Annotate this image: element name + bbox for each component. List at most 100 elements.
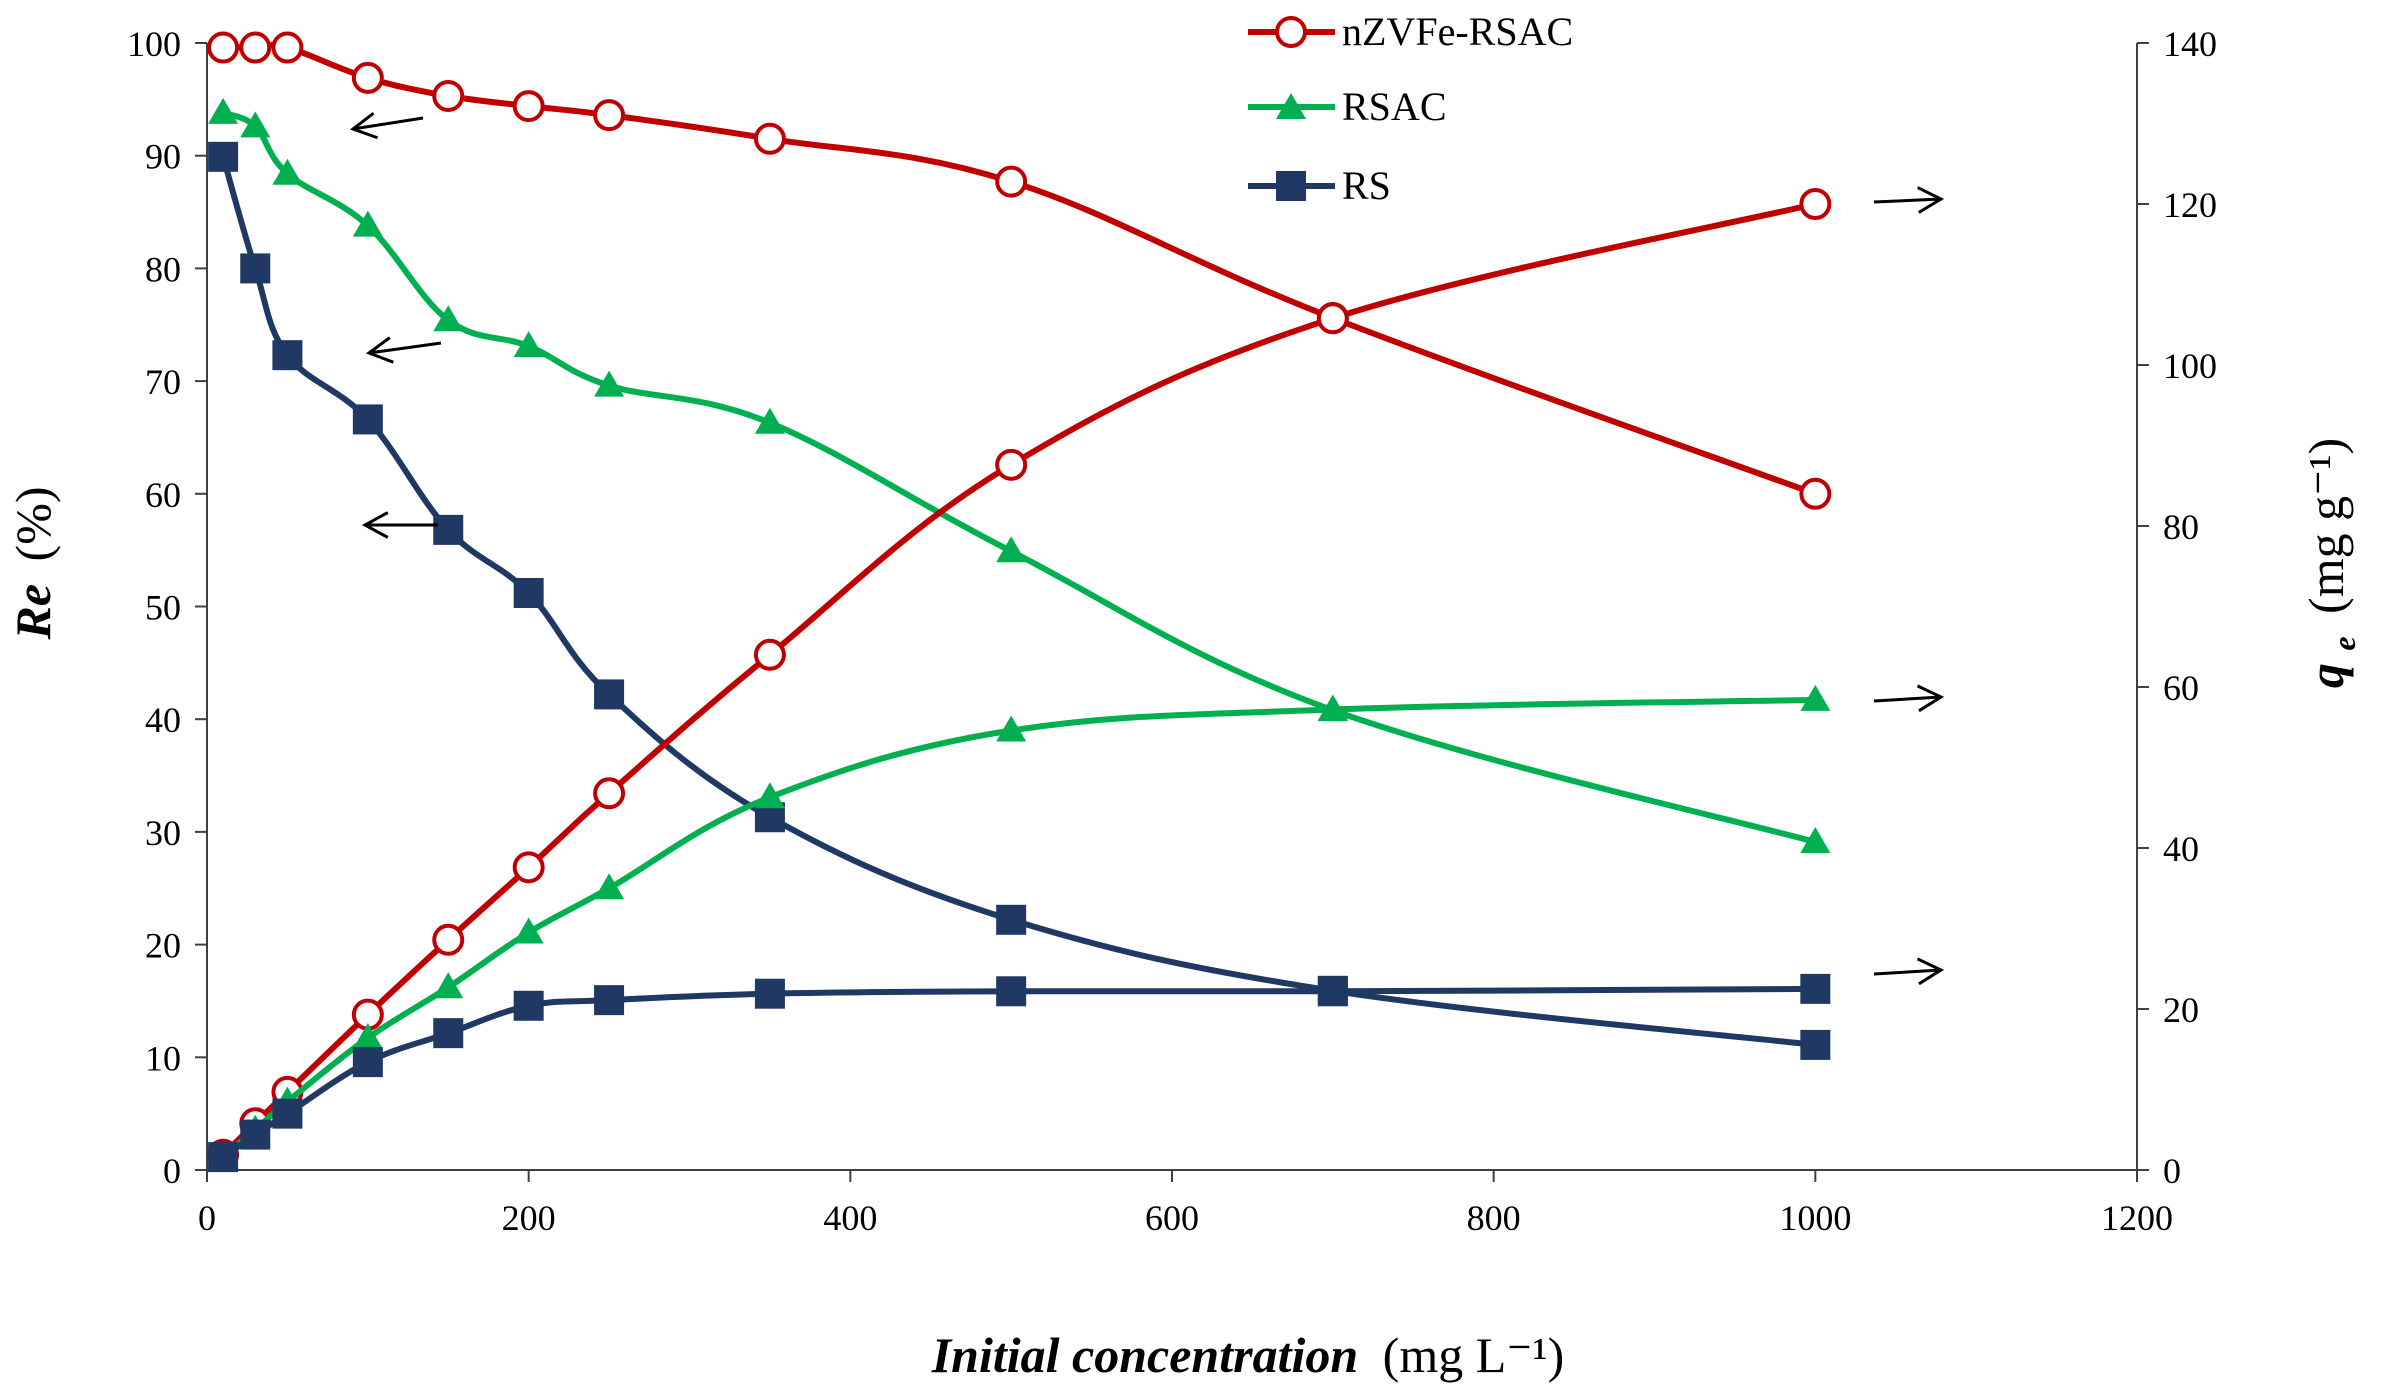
- y-left-tick-label: 80: [145, 249, 181, 289]
- arrow-right-nzvfe-rsac-shaft: [1873, 197, 1942, 204]
- arrow-right-rsac: [1873, 684, 1945, 713]
- x-tick-label: 600: [1145, 1198, 1199, 1238]
- data-point-rsac-re: [352, 210, 383, 237]
- data-point-rsac-re: [996, 536, 1027, 563]
- data-point-nzvfe-rsac-qe: [1799, 188, 1832, 220]
- y-right-tick-label: 140: [2163, 24, 2217, 64]
- y-axis-left-title-unit: (%): [5, 487, 61, 562]
- y-right-tick-label: 80: [2163, 507, 2199, 547]
- data-point-nzvfe-rsac-re: [432, 79, 465, 112]
- annotations: [349, 111, 1945, 986]
- y-axis-right-title-sub: e: [2326, 636, 2362, 650]
- x-axis-title-main: Initial concentration: [931, 1327, 1358, 1383]
- y-right-tick-label: 120: [2163, 185, 2217, 225]
- data-point-rsac-qe: [352, 1022, 383, 1049]
- series-rs-re: [208, 141, 1831, 1060]
- data-point-nzvfe-rsac-re: [512, 90, 545, 123]
- data-point-rs-re: [272, 340, 303, 371]
- x-tick-label: 0: [198, 1198, 216, 1238]
- arrow-left-rsac: [365, 336, 442, 364]
- legend-marker-rsac: [1276, 93, 1306, 119]
- data-point-rs-re: [996, 904, 1027, 935]
- data-point-rsac-re: [208, 97, 239, 124]
- data-point-rsac-qe: [754, 782, 785, 809]
- legend-marker-rs: [1276, 171, 1306, 201]
- y-right-tick-label: 100: [2163, 346, 2217, 386]
- series-line-nzvfe-rsac-qe: [221, 201, 1816, 1157]
- data-point-rs-re: [513, 577, 544, 608]
- y-left-tick-label: 50: [145, 588, 181, 628]
- legend: nZVFe-RSAC RSAC RS: [1248, 9, 1573, 208]
- x-tick-label: 1000: [1779, 1198, 1851, 1238]
- x-tick-label: 800: [1467, 1198, 1521, 1238]
- y-left-tick-label: 100: [127, 24, 181, 64]
- arrow-left-rs: [361, 511, 438, 539]
- data-point-rs-qe: [352, 1047, 383, 1078]
- data-point-rs-qe: [594, 985, 625, 1016]
- data-point-rsac-qe: [1800, 684, 1831, 711]
- data-point-rsac-qe: [513, 917, 544, 944]
- data-point-rs-qe: [272, 1098, 303, 1129]
- y-left-tick-label: 0: [163, 1151, 181, 1191]
- y-axis-right-title-main: q: [2298, 663, 2354, 688]
- series-line-nzvfe-rsac-re: [223, 42, 1817, 497]
- data-point-nzvfe-rsac-re: [207, 31, 240, 64]
- legend-item-rs: RS: [1248, 163, 1391, 208]
- arrow-left-rs-head: [361, 511, 389, 539]
- arrow-left-nzvfe-rsac-head: [349, 111, 378, 140]
- arrow-right-rsac-shaft: [1873, 695, 1942, 703]
- arrow-right-nzvfe-rsac: [1873, 186, 1945, 214]
- data-point-nzvfe-rsac-qe: [753, 638, 786, 671]
- data-point-rsac-re: [240, 111, 271, 138]
- legend-label-rsac: RSAC: [1342, 84, 1447, 129]
- data-point-nzvfe-rsac-re: [271, 31, 304, 64]
- y-right-tick-label: 40: [2163, 829, 2199, 869]
- y-left-tick-label: 30: [145, 813, 181, 853]
- legend-label-nzvfe-rsac: nZVFe-RSAC: [1342, 9, 1573, 54]
- arrow-left-rsac-shaft: [368, 341, 442, 355]
- data-point-rs-re: [1800, 1029, 1831, 1060]
- data-point-rs-qe: [996, 976, 1027, 1007]
- data-point-rsac-re: [594, 370, 625, 397]
- arrow-left-nzvfe-rsac-shaft: [352, 116, 424, 131]
- y-left-tick-label: 40: [145, 700, 181, 740]
- data-point-rsac-qe: [594, 873, 625, 900]
- data-point-rsac-re: [433, 305, 464, 332]
- data-point-nzvfe-rsac-re: [593, 99, 626, 132]
- data-point-rsac-re: [754, 407, 785, 434]
- y-left-tick-label: 20: [145, 926, 181, 966]
- y-left-tick-label: 10: [145, 1038, 181, 1078]
- data-point-nzvfe-rsac-qe: [512, 851, 545, 884]
- data-point-nzvfe-rsac-re: [1799, 477, 1832, 510]
- data-point-rsac-re: [272, 158, 303, 185]
- legend-label-rs: RS: [1342, 163, 1391, 208]
- y-left-tick-label: 60: [145, 475, 181, 515]
- data-point-rs-re: [352, 404, 383, 435]
- data-point-rs-qe: [433, 1018, 464, 1049]
- data-point-rsac-qe: [433, 972, 464, 999]
- x-axis-title-unit: (mg L⁻¹): [1383, 1327, 1565, 1383]
- x-tick-label: 1200: [2101, 1198, 2173, 1238]
- x-tick-label: 200: [502, 1198, 556, 1238]
- legend-item-nzvfe-rsac: nZVFe-RSAC: [1248, 9, 1573, 54]
- data-point-nzvfe-rsac-qe: [593, 777, 626, 810]
- x-tick-label: 400: [823, 1198, 877, 1238]
- data-point-rs-qe: [1800, 973, 1831, 1004]
- data-point-rs-re: [208, 141, 239, 172]
- series-line-rs-qe: [221, 985, 1816, 1160]
- arrow-right-rs-shaft: [1873, 968, 1942, 976]
- plot-area: [207, 31, 1832, 1173]
- data-point-rs-re: [594, 679, 625, 710]
- legend-item-rsac: RSAC: [1248, 84, 1447, 129]
- series-rs-qe: [208, 973, 1831, 1173]
- data-point-rsac-re: [513, 331, 544, 358]
- data-point-rsac-qe: [1317, 694, 1348, 721]
- y-axis-left-title: Re (%): [5, 487, 61, 641]
- data-point-rs-qe: [1317, 976, 1348, 1007]
- y-axis-right-title: q e (mg g⁻¹): [2298, 438, 2366, 688]
- legend-marker-nzvfe-rsac: [1275, 16, 1307, 48]
- data-point-rs-qe: [754, 978, 785, 1009]
- arrow-right-rs: [1873, 957, 1945, 986]
- arrow-left-nzvfe-rsac: [349, 111, 424, 140]
